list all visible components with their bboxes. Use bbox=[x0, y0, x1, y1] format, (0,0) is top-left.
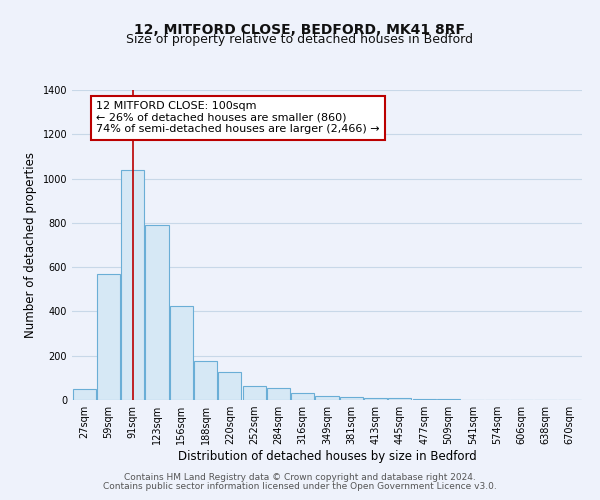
Bar bbox=[218, 372, 241, 400]
Y-axis label: Number of detached properties: Number of detached properties bbox=[24, 152, 37, 338]
Bar bbox=[267, 388, 290, 400]
Text: 12 MITFORD CLOSE: 100sqm
← 26% of detached houses are smaller (860)
74% of semi-: 12 MITFORD CLOSE: 100sqm ← 26% of detach… bbox=[96, 101, 380, 134]
Bar bbox=[242, 386, 266, 400]
Bar bbox=[145, 225, 169, 400]
X-axis label: Distribution of detached houses by size in Bedford: Distribution of detached houses by size … bbox=[178, 450, 476, 463]
Text: Contains public sector information licensed under the Open Government Licence v3: Contains public sector information licen… bbox=[103, 482, 497, 491]
Bar bbox=[413, 399, 436, 400]
Bar bbox=[364, 398, 387, 400]
Bar bbox=[340, 396, 363, 400]
Bar bbox=[388, 398, 412, 400]
Bar bbox=[73, 389, 95, 400]
Bar bbox=[121, 170, 144, 400]
Text: Contains HM Land Registry data © Crown copyright and database right 2024.: Contains HM Land Registry data © Crown c… bbox=[124, 474, 476, 482]
Bar bbox=[97, 274, 120, 400]
Text: Size of property relative to detached houses in Bedford: Size of property relative to detached ho… bbox=[127, 32, 473, 46]
Bar bbox=[316, 396, 338, 400]
Text: 12, MITFORD CLOSE, BEDFORD, MK41 8RF: 12, MITFORD CLOSE, BEDFORD, MK41 8RF bbox=[134, 22, 466, 36]
Bar bbox=[170, 306, 193, 400]
Bar bbox=[194, 360, 217, 400]
Bar bbox=[291, 394, 314, 400]
